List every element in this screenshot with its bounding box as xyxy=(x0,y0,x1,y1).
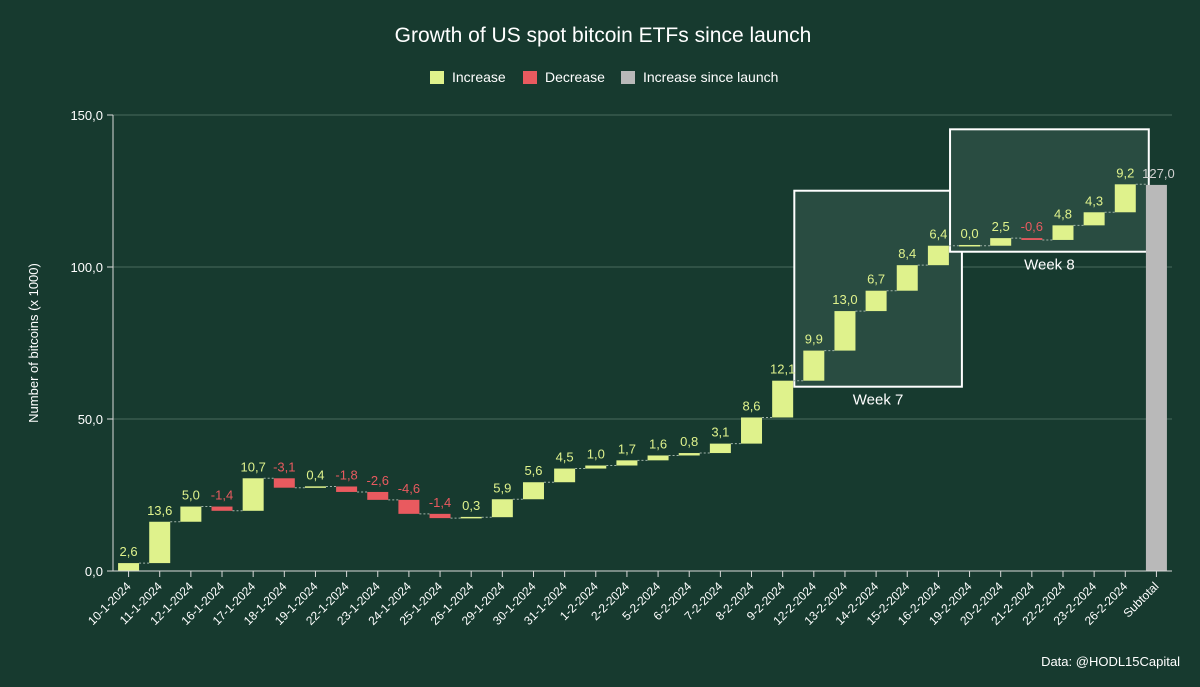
bar-increase xyxy=(678,453,700,456)
bar-value-label: -4,6 xyxy=(398,481,420,496)
bar-increase xyxy=(522,482,544,500)
bar-increase xyxy=(304,486,326,488)
bar-value-label: 13,0 xyxy=(832,292,857,307)
bar-value-label: 9,2 xyxy=(1116,165,1134,180)
legend-swatch-subtotal xyxy=(621,71,635,84)
gridlines xyxy=(113,114,1172,420)
bar-value-label: 4,8 xyxy=(1054,206,1072,221)
value-labels: 2,6 13,6 5,0 -1,4 10,7 -3,1 0,4 -1,8 -2,6 -4,6 -1,… xyxy=(120,165,1175,559)
bar-decrease xyxy=(273,478,295,488)
y-tick-label: 0,0 xyxy=(85,564,103,579)
bar-increase xyxy=(180,506,202,522)
bar-value-label: 10,7 xyxy=(241,459,266,474)
bar-increase xyxy=(803,350,825,381)
bar-value-label: -2,6 xyxy=(367,473,389,488)
bar-value-label: 1,7 xyxy=(618,441,636,456)
bar-increase xyxy=(647,455,669,461)
bar-decrease xyxy=(336,486,358,492)
bar-value-label: -1,4 xyxy=(211,488,233,503)
bar-increase xyxy=(927,245,949,266)
week-box-label: Week 8 xyxy=(1024,257,1075,274)
bar-increase xyxy=(554,468,576,483)
bar-value-label: 6,4 xyxy=(929,227,947,242)
bar-value-label: 12,1 xyxy=(770,362,795,377)
y-tick-label: 150,0 xyxy=(70,108,103,123)
bar-increase xyxy=(242,478,264,511)
bar-decrease xyxy=(1021,238,1043,240)
bar-value-label: 4,5 xyxy=(556,450,574,465)
bar-value-label: 1,0 xyxy=(587,447,605,462)
bar-decrease xyxy=(367,491,389,500)
bar-increase xyxy=(990,238,1012,246)
bar-increase xyxy=(491,499,513,518)
bar-value-label: 0,0 xyxy=(961,226,979,241)
y-axis: 0,0 50,0 100,0 150,0 xyxy=(70,108,114,579)
legend-item-subtotal[interactable]: Increase since launch xyxy=(621,69,778,85)
legend: Increase Decrease Increase since launch xyxy=(430,69,778,85)
bar-value-label: 2,6 xyxy=(120,544,138,559)
y-axis-label: Number of bitcoins (x 1000) xyxy=(26,263,41,423)
legend-swatch-increase xyxy=(430,71,444,84)
bar-increase xyxy=(149,521,171,564)
bar-increase xyxy=(772,380,794,418)
bar-value-label: 0,3 xyxy=(462,498,480,513)
y-tick-label: 100,0 xyxy=(70,260,103,275)
bar-increase xyxy=(1052,225,1074,240)
legend-swatch-decrease xyxy=(523,71,537,84)
bar-value-label: 2,5 xyxy=(992,219,1010,234)
y-tick-label: 50,0 xyxy=(78,412,103,427)
bar-increase xyxy=(616,460,638,466)
chart-title: Growth of US spot bitcoin ETFs since lau… xyxy=(395,24,812,47)
bar-value-label: 3,1 xyxy=(711,425,729,440)
legend-label-subtotal: Increase since launch xyxy=(643,69,778,85)
bar-value-label: 8,6 xyxy=(742,398,760,413)
bar-value-label: 5,6 xyxy=(524,463,542,478)
bar-value-label: -0,6 xyxy=(1021,219,1043,234)
bar-decrease xyxy=(429,513,451,519)
bar-value-label: 6,7 xyxy=(867,272,885,287)
bar-increase xyxy=(1114,184,1136,213)
bar-value-label: 8,4 xyxy=(898,246,916,261)
bar-increase xyxy=(709,443,731,454)
source-credit: Data: @HODL15Capital xyxy=(1041,654,1180,669)
bar-value-label: 5,9 xyxy=(493,480,511,495)
bar-increase xyxy=(118,563,140,571)
bar-increase xyxy=(585,465,607,469)
x-axis: 10-1-202411-1-202412-1-202416-1-202417-1… xyxy=(85,570,1172,628)
bar-value-label: 5,0 xyxy=(182,488,200,503)
week-box-label: Week 7 xyxy=(853,392,904,409)
bar-decrease xyxy=(211,506,233,511)
week-annotation-boxes: Week 7 Week 8 xyxy=(793,128,1150,409)
legend-label-decrease: Decrease xyxy=(545,69,605,85)
bar-increase xyxy=(834,311,856,351)
bar-value-label: 13,6 xyxy=(147,503,172,518)
legend-item-increase[interactable]: Increase xyxy=(430,69,506,85)
bar-increase xyxy=(865,290,887,312)
bar-increase xyxy=(959,244,981,247)
bar-value-label: -1,8 xyxy=(335,467,357,482)
bar-value-label: 127,0 xyxy=(1142,166,1175,181)
bar-value-label: 1,6 xyxy=(649,436,667,451)
bar-value-label: -3,1 xyxy=(273,459,295,474)
bar-increase xyxy=(741,417,763,444)
bar-increase xyxy=(896,265,918,291)
bar-increase xyxy=(1083,212,1105,226)
bar-decrease xyxy=(398,499,420,514)
legend-item-decrease[interactable]: Decrease xyxy=(523,69,605,85)
bars xyxy=(118,184,1167,572)
bar-value-label: -1,4 xyxy=(429,495,451,510)
legend-label-increase: Increase xyxy=(452,69,506,85)
bar-value-label: 4,3 xyxy=(1085,193,1103,208)
connector-lines xyxy=(139,183,1146,564)
bar-value-label: 0,8 xyxy=(680,434,698,449)
bar-subtotal xyxy=(1145,184,1167,572)
bar-value-label: 0,4 xyxy=(306,467,324,482)
bar-increase xyxy=(460,516,482,519)
bar-value-label: 9,9 xyxy=(805,332,823,347)
